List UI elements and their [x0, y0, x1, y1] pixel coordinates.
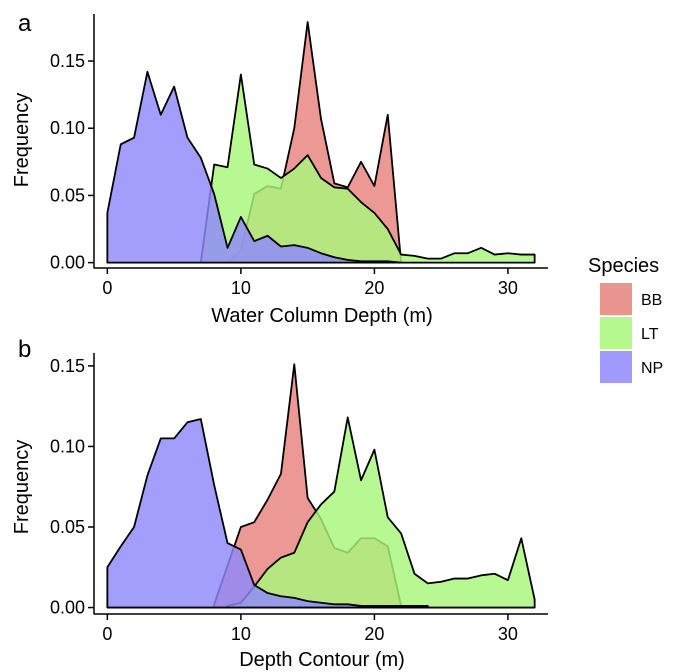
legend-title: Species	[588, 255, 659, 277]
x-tick-label: 30	[498, 278, 518, 298]
y-tick-label: 0.00	[50, 598, 85, 618]
panel-b: b 0 10 20 30 0.00 0.05 0.10 0.15 Depth Contour …	[11, 336, 548, 671]
legend: Species BB LT NP	[588, 255, 663, 383]
y-tick-label: 0.00	[50, 253, 85, 273]
legend-label-bb: BB	[641, 292, 662, 309]
y-tick-label: 0.05	[50, 185, 85, 205]
y-tick-label: 0.15	[50, 51, 85, 71]
panel-b-plot-area: 0 10 20 30 0.00 0.05 0.10 0.15	[50, 353, 548, 644]
area-series-np	[106, 70, 403, 264]
x-tick-label: 20	[364, 278, 384, 298]
y-tick-label: 0.10	[50, 118, 85, 138]
x-tick-label: 20	[364, 624, 384, 644]
y-tick-label: 0.15	[50, 356, 85, 376]
legend-entries: BB LT NP	[600, 283, 663, 383]
legend-label-np: NP	[641, 360, 663, 377]
legend-label-lt: LT	[641, 326, 659, 343]
panel-a: a 0 10 20 30 0.00 0.05 0.10 0.15 Water Column D…	[11, 10, 548, 327]
area-series-np	[106, 418, 429, 609]
area-series-lt	[199, 73, 536, 264]
legend-swatch-bb	[600, 283, 632, 315]
panel-a-ylabel: Frequency	[11, 93, 33, 188]
y-tick-label: 0.05	[50, 517, 85, 537]
area-series-lt	[226, 416, 536, 609]
y-tick-label: 0.10	[50, 436, 85, 456]
panel-b-ylabel: Frequency	[11, 440, 33, 535]
panel-b-xlabel: Depth Contour (m)	[239, 649, 405, 671]
x-tick-label: 10	[231, 278, 251, 298]
x-tick-label: 0	[102, 278, 112, 298]
panel-a-xlabel: Water Column Depth (m)	[211, 305, 433, 327]
x-tick-label: 10	[231, 624, 251, 644]
panel-a-plot-area: 0 10 20 30 0.00 0.05 0.10 0.15	[50, 14, 548, 298]
x-tick-label: 30	[498, 624, 518, 644]
panel-b-label: b	[18, 336, 31, 363]
legend-swatch-lt	[600, 317, 632, 349]
legend-swatch-np	[600, 351, 632, 383]
x-tick-label: 0	[102, 624, 112, 644]
panel-a-label: a	[18, 10, 32, 37]
